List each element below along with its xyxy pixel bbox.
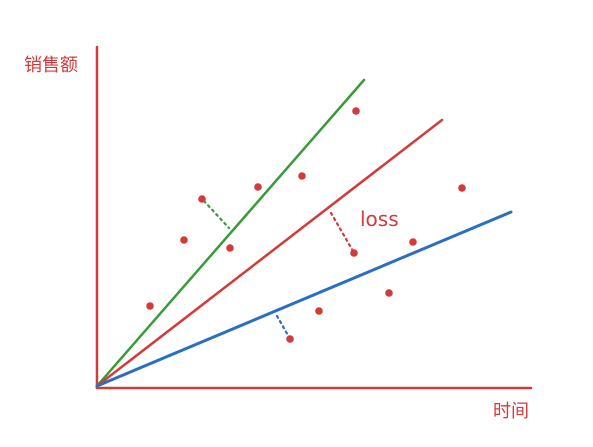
loss-label: loss [360,207,399,231]
data-point [180,236,188,244]
data-point [298,172,306,180]
y-axis-label: 销售额 [24,55,78,76]
fit-line-red [97,120,442,386]
data-point [385,289,393,297]
data-point [315,307,323,315]
data-point [198,195,206,203]
data-point [286,335,294,343]
fit-line-green [97,80,364,386]
residual-red [331,213,353,251]
data-point [350,249,358,257]
data-point [146,302,154,310]
x-axis-label: 时间 [493,401,529,422]
residual-green [204,201,229,228]
fit-line-blue [97,212,511,386]
residual-blue [277,316,289,337]
data-point [458,184,466,192]
data-point [352,107,360,115]
data-point [409,238,417,246]
data-point [254,183,262,191]
data-point [226,244,234,252]
